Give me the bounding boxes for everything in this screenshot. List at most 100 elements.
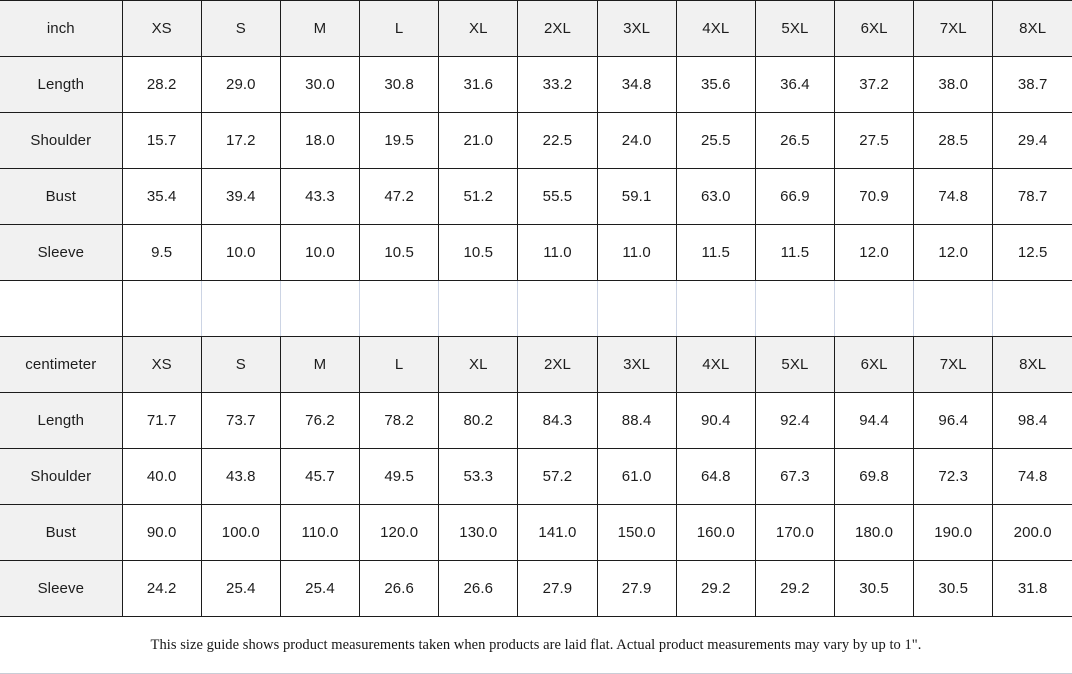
cm-size-header-s: S: [201, 336, 281, 393]
cell-sleeve-inch-8xl: 12.5: [992, 224, 1072, 281]
cell-shoulder-cm-4xl: 64.8: [676, 448, 756, 505]
cell-bust-cm-6xl: 180.0: [834, 504, 915, 561]
cell-sleeve-cm-xl: 26.6: [438, 560, 519, 617]
cell-sleeve-inch-xs: 9.5: [122, 224, 202, 281]
cell-sleeve-cm-xs: 24.2: [122, 560, 202, 617]
cell-shoulder-inch-3xl: 24.0: [597, 112, 677, 169]
cell-bust-inch-xs: 35.4: [122, 168, 202, 225]
cell-sleeve-cm-l: 26.6: [359, 560, 440, 617]
cell-sleeve-cm-8xl: 31.8: [992, 560, 1072, 617]
table-row: Sleeve 9.5 10.0 10.0 10.5 10.5 11.0 11.0…: [0, 224, 1072, 281]
cell-sleeve-inch-3xl: 11.0: [597, 224, 677, 281]
spacer-cell: [597, 280, 677, 337]
cell-length-cm-8xl: 98.4: [992, 392, 1072, 449]
row-label-bust-cm: Bust: [0, 504, 123, 561]
cell-length-inch-l: 30.8: [359, 56, 440, 113]
table-row: Bust 90.0 100.0 110.0 120.0 130.0 141.0 …: [0, 504, 1072, 561]
cm-size-header-3xl: 3XL: [597, 336, 677, 393]
cell-shoulder-cm-l: 49.5: [359, 448, 440, 505]
cell-bust-cm-3xl: 150.0: [597, 504, 677, 561]
cell-sleeve-cm-5xl: 29.2: [755, 560, 836, 617]
cm-size-header-8xl: 8XL: [992, 336, 1072, 393]
table-row: Bust 35.4 39.4 43.3 47.2 51.2 55.5 59.1 …: [0, 168, 1072, 225]
cell-length-cm-3xl: 88.4: [597, 392, 677, 449]
cell-shoulder-inch-7xl: 28.5: [913, 112, 994, 169]
row-label-sleeve-cm: Sleeve: [0, 560, 123, 617]
cm-size-header-l: L: [359, 336, 440, 393]
table-row: Shoulder 15.7 17.2 18.0 19.5 21.0 22.5 2…: [0, 112, 1072, 169]
cell-bust-cm-7xl: 190.0: [913, 504, 994, 561]
cell-bust-cm-xs: 90.0: [122, 504, 202, 561]
cell-sleeve-cm-s: 25.4: [201, 560, 281, 617]
cell-shoulder-cm-xs: 40.0: [122, 448, 202, 505]
cell-bust-inch-4xl: 63.0: [676, 168, 756, 225]
cell-bust-inch-3xl: 59.1: [597, 168, 677, 225]
table-row: Length 28.2 29.0 30.0 30.8 31.6 33.2 34.…: [0, 56, 1072, 113]
size-guide-footnote: This size guide shows product measuremen…: [0, 617, 1072, 674]
cell-shoulder-cm-5xl: 67.3: [755, 448, 836, 505]
cell-bust-inch-m: 43.3: [280, 168, 361, 225]
cell-bust-inch-2xl: 55.5: [517, 168, 598, 225]
cell-sleeve-cm-3xl: 27.9: [597, 560, 677, 617]
table-row: Sleeve 24.2 25.4 25.4 26.6 26.6 27.9 27.…: [0, 560, 1072, 617]
cell-shoulder-cm-xl: 53.3: [438, 448, 519, 505]
row-label-sleeve-inch: Sleeve: [0, 224, 123, 281]
spacer-cell: [755, 280, 836, 337]
row-label-shoulder-cm: Shoulder: [0, 448, 123, 505]
cell-sleeve-inch-2xl: 11.0: [517, 224, 598, 281]
cell-length-cm-7xl: 96.4: [913, 392, 994, 449]
cell-length-cm-s: 73.7: [201, 392, 281, 449]
cell-sleeve-inch-4xl: 11.5: [676, 224, 756, 281]
cell-length-inch-5xl: 36.4: [755, 56, 836, 113]
cell-bust-cm-s: 100.0: [201, 504, 281, 561]
cell-sleeve-inch-6xl: 12.0: [834, 224, 915, 281]
cell-shoulder-inch-l: 19.5: [359, 112, 440, 169]
size-header-4xl: 4XL: [676, 0, 756, 57]
spacer-cell: [438, 280, 519, 337]
cell-shoulder-inch-xs: 15.7: [122, 112, 202, 169]
cell-length-cm-2xl: 84.3: [517, 392, 598, 449]
cell-length-inch-6xl: 37.2: [834, 56, 915, 113]
cell-sleeve-inch-7xl: 12.0: [913, 224, 994, 281]
cm-size-header-5xl: 5XL: [755, 336, 836, 393]
size-chart-body: inch XS S M L XL 2XL 3XL 4XL 5XL 6XL 7XL…: [0, 0, 1072, 617]
table-row: Length 71.7 73.7 76.2 78.2 80.2 84.3 88.…: [0, 392, 1072, 449]
table-spacer-row: [0, 280, 1072, 337]
cell-sleeve-cm-4xl: 29.2: [676, 560, 756, 617]
cell-bust-cm-xl: 130.0: [438, 504, 519, 561]
cell-shoulder-cm-7xl: 72.3: [913, 448, 994, 505]
size-header-xl: XL: [438, 0, 519, 57]
spacer-cell: [913, 280, 994, 337]
cell-shoulder-cm-m: 45.7: [280, 448, 361, 505]
size-header-5xl: 5XL: [755, 0, 836, 57]
cell-bust-cm-5xl: 170.0: [755, 504, 836, 561]
cell-length-inch-2xl: 33.2: [517, 56, 598, 113]
cell-length-inch-m: 30.0: [280, 56, 361, 113]
cell-sleeve-cm-7xl: 30.5: [913, 560, 994, 617]
cell-shoulder-inch-4xl: 25.5: [676, 112, 756, 169]
centimeter-unit-label: centimeter: [0, 336, 123, 393]
row-label-length-cm: Length: [0, 392, 123, 449]
cell-length-inch-7xl: 38.0: [913, 56, 994, 113]
cell-length-cm-l: 78.2: [359, 392, 440, 449]
cell-shoulder-inch-2xl: 22.5: [517, 112, 598, 169]
cell-bust-cm-4xl: 160.0: [676, 504, 756, 561]
cell-length-inch-4xl: 35.6: [676, 56, 756, 113]
cm-size-header-2xl: 2XL: [517, 336, 598, 393]
cell-length-cm-xl: 80.2: [438, 392, 519, 449]
cell-length-cm-xs: 71.7: [122, 392, 202, 449]
cell-bust-cm-8xl: 200.0: [992, 504, 1072, 561]
spacer-cell: [517, 280, 598, 337]
cell-bust-inch-l: 47.2: [359, 168, 440, 225]
cell-bust-inch-xl: 51.2: [438, 168, 519, 225]
size-header-m: M: [280, 0, 361, 57]
size-header-8xl: 8XL: [992, 0, 1072, 57]
cm-size-header-7xl: 7XL: [913, 336, 994, 393]
cell-shoulder-cm-s: 43.8: [201, 448, 281, 505]
cm-size-header-6xl: 6XL: [834, 336, 915, 393]
cm-size-header-4xl: 4XL: [676, 336, 756, 393]
cm-size-header-xl: XL: [438, 336, 519, 393]
size-header-7xl: 7XL: [913, 0, 994, 57]
cell-sleeve-cm-2xl: 27.9: [517, 560, 598, 617]
cell-sleeve-cm-6xl: 30.5: [834, 560, 915, 617]
